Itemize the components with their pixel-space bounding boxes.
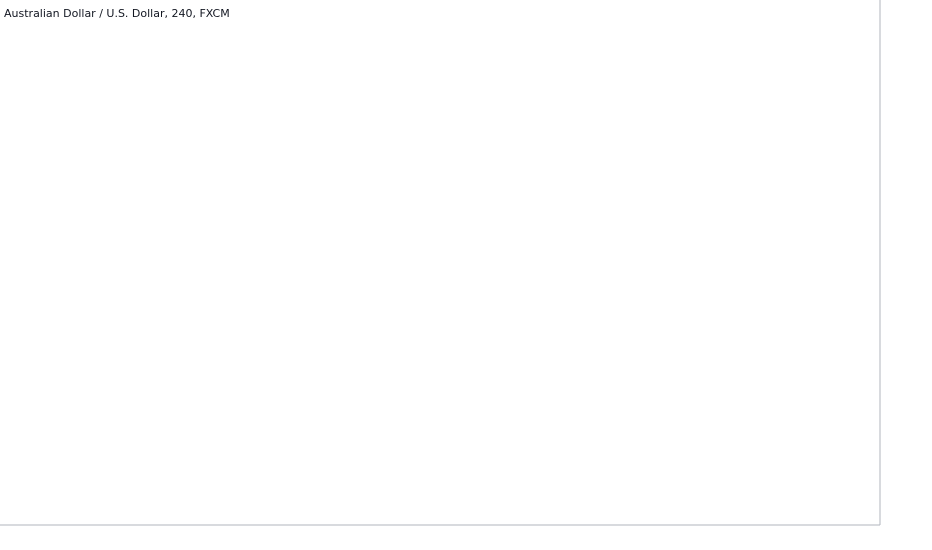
chart-title: Australian Dollar / U.S. Dollar, 240, FX… (4, 7, 230, 20)
